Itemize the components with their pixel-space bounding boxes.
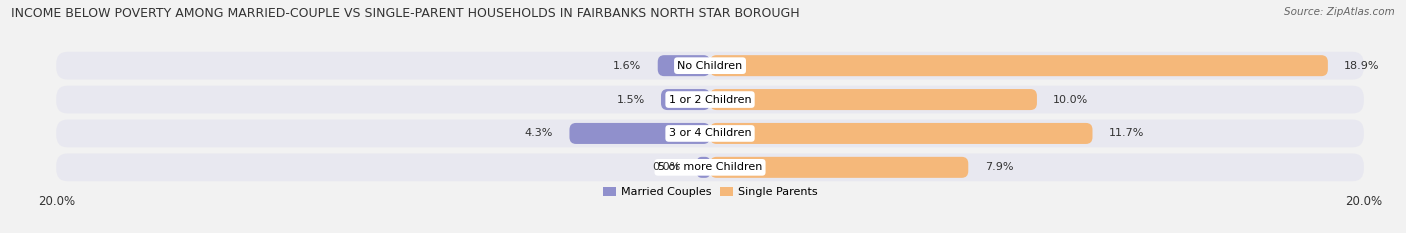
Text: 5 or more Children: 5 or more Children [658, 162, 762, 172]
Text: Source: ZipAtlas.com: Source: ZipAtlas.com [1284, 7, 1395, 17]
Text: 10.0%: 10.0% [1053, 95, 1088, 105]
FancyBboxPatch shape [56, 52, 1364, 79]
Text: 11.7%: 11.7% [1109, 128, 1144, 138]
Legend: Married Couples, Single Parents: Married Couples, Single Parents [603, 187, 817, 197]
FancyBboxPatch shape [56, 86, 1364, 113]
FancyBboxPatch shape [56, 154, 1364, 181]
Text: 1.5%: 1.5% [616, 95, 644, 105]
Text: 7.9%: 7.9% [984, 162, 1014, 172]
FancyBboxPatch shape [710, 123, 1092, 144]
FancyBboxPatch shape [569, 123, 710, 144]
Text: INCOME BELOW POVERTY AMONG MARRIED-COUPLE VS SINGLE-PARENT HOUSEHOLDS IN FAIRBAN: INCOME BELOW POVERTY AMONG MARRIED-COUPL… [11, 7, 800, 20]
FancyBboxPatch shape [661, 89, 710, 110]
Text: No Children: No Children [678, 61, 742, 71]
FancyBboxPatch shape [658, 55, 710, 76]
FancyBboxPatch shape [697, 157, 710, 178]
Text: 18.9%: 18.9% [1344, 61, 1379, 71]
Text: 1 or 2 Children: 1 or 2 Children [669, 95, 751, 105]
FancyBboxPatch shape [710, 55, 1327, 76]
FancyBboxPatch shape [710, 89, 1038, 110]
Text: 0.0%: 0.0% [652, 162, 681, 172]
Text: 4.3%: 4.3% [524, 128, 553, 138]
FancyBboxPatch shape [56, 120, 1364, 147]
Text: 1.6%: 1.6% [613, 61, 641, 71]
Text: 3 or 4 Children: 3 or 4 Children [669, 128, 751, 138]
FancyBboxPatch shape [710, 157, 969, 178]
